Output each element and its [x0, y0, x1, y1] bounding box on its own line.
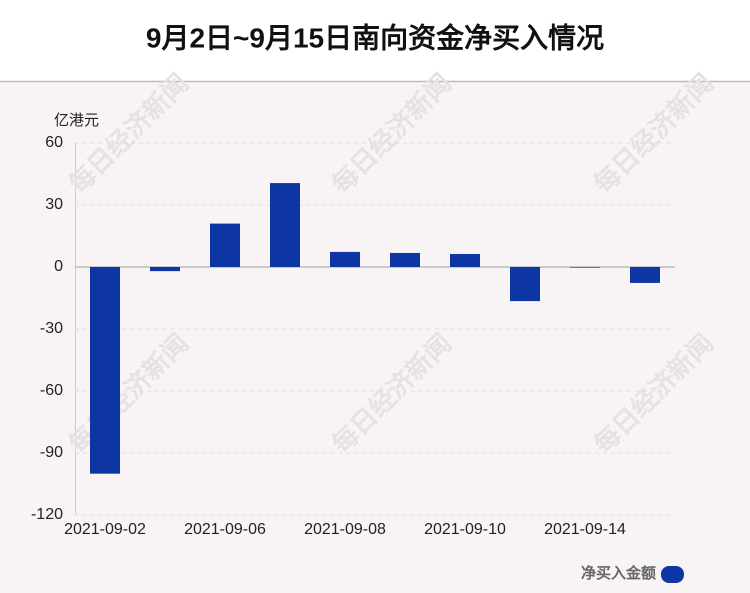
watermark: 每日经济新闻 — [63, 68, 195, 200]
bar — [510, 267, 540, 302]
bar — [270, 183, 300, 267]
y-tick-label: -60 — [40, 382, 63, 399]
watermark: 每日经济新闻 — [588, 68, 720, 200]
watermark: 每日经济新闻 — [588, 328, 720, 460]
bar — [390, 252, 420, 267]
y-tick-label: 60 — [45, 134, 63, 151]
y-unit-label: 亿港元 — [54, 112, 99, 129]
watermark: 每日经济新闻 — [63, 328, 195, 460]
y-tick-label: 0 — [54, 258, 63, 275]
bar — [570, 267, 600, 268]
bar — [150, 267, 180, 272]
legend-label: 净买入金额 — [581, 564, 656, 582]
bar — [450, 253, 480, 267]
bar — [210, 223, 240, 267]
chart-title: 9月2日~9月15日南向资金净买入情况 — [146, 21, 604, 53]
x-tick-label: 2021-09-08 — [304, 521, 386, 538]
y-tick-label: -90 — [40, 444, 63, 461]
legend-swatch — [661, 566, 684, 583]
bar — [330, 251, 360, 267]
header-background — [0, 0, 750, 81]
watermark: 每日经济新闻 — [326, 68, 458, 200]
bar — [630, 267, 660, 283]
x-tick-label: 2021-09-02 — [64, 521, 146, 538]
x-tick-label: 2021-09-14 — [544, 521, 626, 538]
y-tick-label: -30 — [40, 320, 63, 337]
watermark: 每日经济新闻 — [326, 328, 458, 460]
x-tick-label: 2021-09-10 — [424, 521, 506, 538]
x-tick-label: 2021-09-06 — [184, 521, 266, 538]
bar — [90, 267, 120, 474]
y-tick-label: -120 — [31, 506, 63, 523]
y-tick-label: 30 — [45, 196, 63, 213]
